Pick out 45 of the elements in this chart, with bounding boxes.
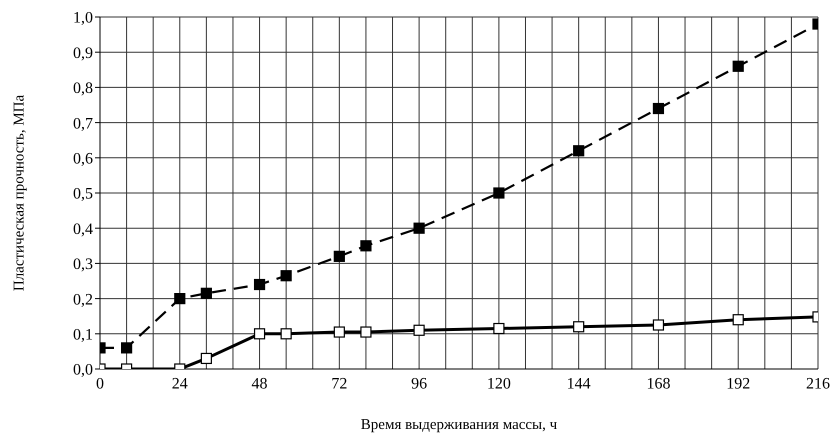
point xyxy=(200,288,212,299)
point xyxy=(573,145,584,156)
y-tick-label: 0,1 xyxy=(73,326,93,344)
x-tick-label: 120 xyxy=(486,375,511,392)
point xyxy=(360,326,372,338)
x-tick-label: 192 xyxy=(726,375,750,392)
y-tick-label: 0,2 xyxy=(73,291,93,308)
point xyxy=(493,322,504,334)
point xyxy=(334,326,345,338)
point xyxy=(280,270,292,282)
x-tick-label: 0 xyxy=(96,375,104,392)
point xyxy=(732,314,744,326)
y-tick-label: 1,0 xyxy=(73,10,93,27)
point xyxy=(732,60,744,72)
point xyxy=(120,342,132,354)
x-tick-label: 216 xyxy=(806,375,830,392)
point xyxy=(652,319,664,331)
point xyxy=(254,328,266,340)
x-tick-label: 24 xyxy=(172,375,188,392)
x-axis-title: Время выдерживания массы, ч xyxy=(360,417,558,433)
x-tick-label: 48 xyxy=(252,375,268,392)
point xyxy=(200,352,212,364)
y-tick-label: 0,7 xyxy=(73,115,93,132)
y-tick-label: 0,5 xyxy=(73,186,93,203)
y-tick-label: 0,4 xyxy=(73,220,93,238)
point xyxy=(414,222,425,234)
point xyxy=(174,293,186,304)
y-tick-label: 0,9 xyxy=(73,44,93,62)
x-tick-label: 72 xyxy=(331,375,348,392)
point xyxy=(573,321,584,332)
point xyxy=(280,328,292,340)
y-tick-label: 0,8 xyxy=(73,80,93,98)
y-axis-title: Пластическая прочность, МПа xyxy=(11,94,28,292)
x-tick-label: 96 xyxy=(411,375,428,392)
point xyxy=(493,187,504,199)
point xyxy=(334,250,345,262)
point xyxy=(652,102,664,114)
y-tick-label: 0,0 xyxy=(73,362,93,379)
x-tick-label: 144 xyxy=(566,375,591,392)
point xyxy=(360,240,372,252)
point xyxy=(254,278,266,290)
point xyxy=(414,324,425,336)
y-tick-label: 0,6 xyxy=(73,150,93,168)
x-tick-label: 168 xyxy=(646,375,670,392)
y-tick-label: 0,3 xyxy=(73,256,93,274)
